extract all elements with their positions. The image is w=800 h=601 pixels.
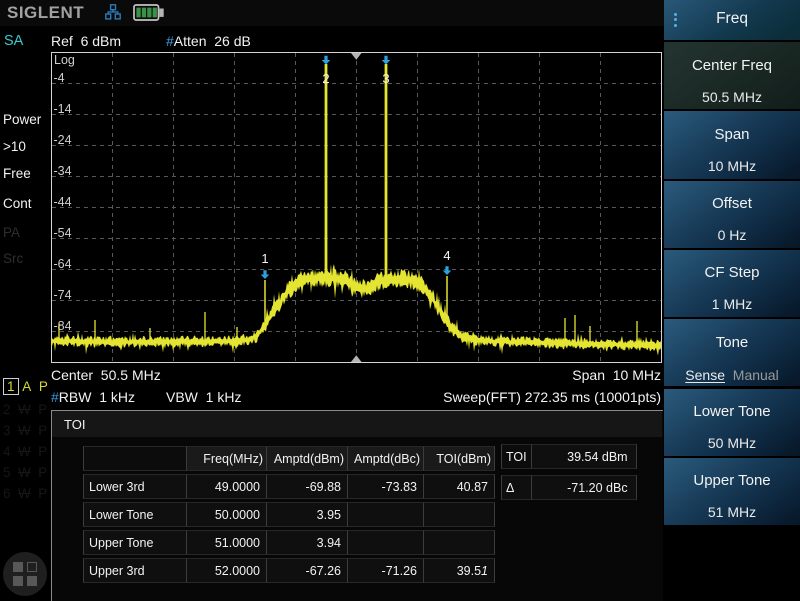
- svg-text:-54: -54: [54, 226, 72, 240]
- svg-text:4: 4: [443, 248, 450, 263]
- svg-text:-64: -64: [54, 257, 72, 271]
- svg-text:-4: -4: [54, 71, 65, 85]
- svg-text:-84: -84: [54, 319, 72, 333]
- svg-text:-14: -14: [54, 102, 72, 116]
- svg-text:1: 1: [261, 251, 268, 266]
- svg-text:-74: -74: [54, 288, 72, 302]
- svg-text:-34: -34: [54, 164, 72, 178]
- svg-text:Log: Log: [54, 53, 75, 67]
- svg-text:3: 3: [382, 71, 389, 86]
- svg-text:-44: -44: [54, 195, 72, 209]
- svg-text:2: 2: [322, 71, 329, 86]
- svg-text:-24: -24: [54, 133, 72, 147]
